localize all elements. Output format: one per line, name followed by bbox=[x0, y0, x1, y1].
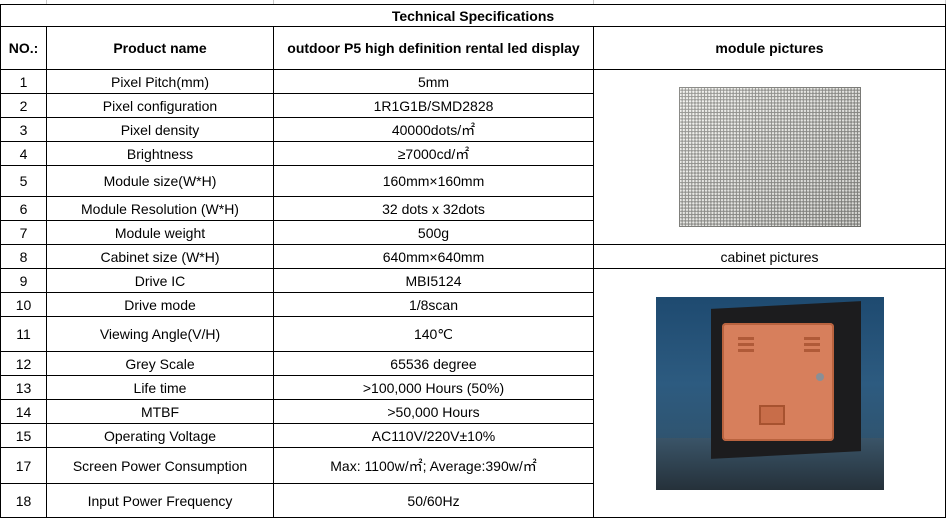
row-value: ≥7000cd/㎡ bbox=[273, 141, 594, 166]
row-no: 10 bbox=[0, 292, 47, 317]
row-name: Screen Power Consumption bbox=[46, 447, 274, 484]
row-no: 15 bbox=[0, 423, 47, 448]
row-name: Drive IC bbox=[46, 268, 274, 293]
row-name: Pixel Pitch(mm) bbox=[46, 69, 274, 94]
module-image bbox=[678, 87, 861, 227]
row-name: Module size(W*H) bbox=[46, 165, 274, 197]
row-value: 50/60Hz bbox=[273, 483, 594, 518]
row-name: Module weight bbox=[46, 220, 274, 245]
row-no: 12 bbox=[0, 351, 47, 376]
cabinet-pictures-label: cabinet pictures bbox=[593, 244, 946, 269]
row-no: 6 bbox=[0, 196, 47, 221]
cabinet-image bbox=[655, 296, 884, 490]
header-product-model: outdoor P5 high definition rental led di… bbox=[273, 26, 594, 70]
row-no: 11 bbox=[0, 316, 47, 352]
row-name: Viewing Angle(V/H) bbox=[46, 316, 274, 352]
spreadsheet-grid-strip bbox=[0, 0, 947, 4]
row-no: 3 bbox=[0, 117, 47, 142]
row-name: Life time bbox=[46, 375, 274, 400]
row-value: 5mm bbox=[273, 69, 594, 94]
row-value: 640mm×640mm bbox=[273, 244, 594, 269]
row-value: 500g bbox=[273, 220, 594, 245]
row-value: MBI5124 bbox=[273, 268, 594, 293]
row-name: Input Power Frequency bbox=[46, 483, 274, 518]
row-name: Grey Scale bbox=[46, 351, 274, 376]
row-value: 1R1G1B/SMD2828 bbox=[273, 93, 594, 118]
row-name: Operating Voltage bbox=[46, 423, 274, 448]
header-no: NO.: bbox=[0, 26, 47, 70]
row-value: 160mm×160mm bbox=[273, 165, 594, 197]
row-no: 14 bbox=[0, 399, 47, 424]
row-name: Pixel density bbox=[46, 117, 274, 142]
row-no: 5 bbox=[0, 165, 47, 197]
row-name: Module Resolution (W*H) bbox=[46, 196, 274, 221]
row-no: 17 bbox=[0, 447, 47, 484]
module-picture-cell bbox=[593, 69, 946, 245]
row-name: Pixel configuration bbox=[46, 93, 274, 118]
row-name: Brightness bbox=[46, 141, 274, 166]
row-no: 4 bbox=[0, 141, 47, 166]
table-title: Technical Specifications bbox=[0, 4, 946, 27]
row-value: AC110V/220V±10% bbox=[273, 423, 594, 448]
row-value: 40000dots/㎡ bbox=[273, 117, 594, 142]
row-name: MTBF bbox=[46, 399, 274, 424]
header-product-name: Product name bbox=[46, 26, 274, 70]
row-value: >50,000 Hours bbox=[273, 399, 594, 424]
row-no: 8 bbox=[0, 244, 47, 269]
row-value: Max: 1100w/㎡; Average:390w/㎡ bbox=[273, 447, 594, 484]
cabinet-picture-cell bbox=[593, 268, 946, 518]
row-value: 65536 degree bbox=[273, 351, 594, 376]
spec-table: Technical Specifications NO.: Product na… bbox=[0, 4, 946, 518]
row-value: 140℃ bbox=[273, 316, 594, 352]
row-name: Drive mode bbox=[46, 292, 274, 317]
row-no: 7 bbox=[0, 220, 47, 245]
row-no: 1 bbox=[0, 69, 47, 94]
row-value: 32 dots x 32dots bbox=[273, 196, 594, 221]
row-value: >100,000 Hours (50%) bbox=[273, 375, 594, 400]
row-value: 1/8scan bbox=[273, 292, 594, 317]
row-name: Cabinet size (W*H) bbox=[46, 244, 274, 269]
row-no: 9 bbox=[0, 268, 47, 293]
row-no: 18 bbox=[0, 483, 47, 518]
row-no: 2 bbox=[0, 93, 47, 118]
header-module-pictures: module pictures bbox=[593, 26, 946, 70]
row-no: 13 bbox=[0, 375, 47, 400]
